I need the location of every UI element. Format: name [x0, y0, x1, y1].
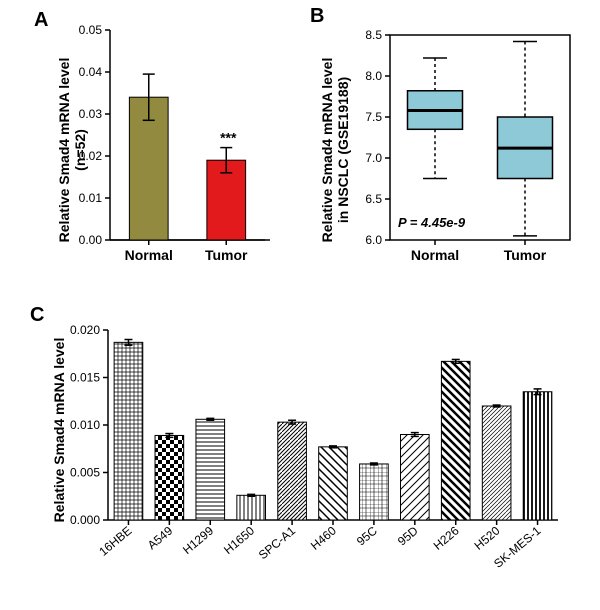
chart-b-ytick: 6.5: [365, 192, 382, 206]
chart-b-ytick: 6.0: [365, 233, 382, 247]
chart-a-ytick: 0.03: [79, 107, 103, 121]
chart-c-ytick: 0.010: [70, 418, 100, 432]
chart-b-ytick: 8.5: [365, 28, 382, 42]
chart-c-bar: [114, 342, 143, 520]
chart-b-ylabel1: Relative Smad4 mRNA level: [320, 58, 335, 243]
panel-a-label: A: [34, 9, 48, 32]
chart-a-ytick: 0.00: [79, 233, 103, 247]
chart-c-bar: [523, 392, 552, 520]
chart-c-ylabel: Relative Smad4 mRNA level: [51, 338, 67, 523]
chart-c-bar: [401, 435, 430, 521]
chart-c-ytick: 0.005: [70, 466, 100, 480]
chart-c-bar: [155, 435, 184, 520]
chart-b-xlabel: Tumor: [504, 247, 547, 263]
chart-a-svg: Relative Smad4 mRNA level (n=52) 0.000.0…: [55, 20, 275, 275]
chart-c-xlabel: 95C: [354, 523, 380, 548]
chart-b-ytick: 8.0: [365, 69, 382, 83]
chart-a-ytick: 0.04: [79, 65, 103, 79]
chart-c-xlabel: H1299: [180, 523, 216, 557]
chart-c-xlabel: H460: [308, 523, 339, 552]
chart-a-ytick: 0.05: [79, 23, 103, 37]
chart-c-xlabel: A549: [145, 523, 176, 552]
chart-c-ytick: 0.000: [70, 513, 100, 527]
chart-b-ylabel2: in NSCLC (GSE19188): [335, 77, 351, 223]
chart-c-bar: [319, 447, 348, 520]
chart-b-ytick: 7.5: [365, 110, 382, 124]
chart-a-ylabel1: Relative Smad4 mRNA level: [56, 58, 72, 243]
chart-a: Relative Smad4 mRNA level (n=52) 0.000.0…: [55, 20, 275, 275]
chart-c-xlabel: H226: [431, 523, 462, 552]
chart-c-bar: [441, 361, 470, 520]
chart-b-xlabel: Normal: [411, 247, 459, 263]
chart-c-bar: [196, 419, 225, 520]
panel-c-label: C: [30, 304, 44, 327]
chart-c-xlabel: H1650: [221, 523, 257, 557]
chart-a-ytick: 0.01: [79, 191, 103, 205]
chart-c-ytick: 0.015: [70, 371, 100, 385]
chart-b-svg: Relative Smad4 mRNA level in NSCLC (GSE1…: [320, 20, 580, 275]
chart-c-ytick: 0.020: [70, 323, 100, 337]
chart-a-xlabel: Tumor: [205, 247, 248, 263]
chart-c-bar: [482, 406, 511, 520]
chart-a-ytick: 0.02: [79, 149, 103, 163]
chart-b-pvalue: P = 4.45e-9: [398, 215, 466, 230]
chart-a-xlabel: Normal: [125, 247, 173, 263]
chart-c-bar: [360, 464, 389, 520]
chart-c-xlabel: SPC-A1: [256, 523, 298, 562]
chart-a-significance: ***: [220, 130, 237, 146]
chart-c-xlabel: 95D: [395, 523, 421, 548]
chart-c-xlabel: 16HBE: [96, 524, 134, 559]
chart-c-bar: [278, 422, 307, 520]
chart-c-bar: [237, 495, 266, 520]
chart-c-svg: Relative Smad4 mRNA level 0.000 0.005 0.01…: [50, 320, 580, 600]
chart-b: Relative Smad4 mRNA level in NSCLC (GSE1…: [320, 20, 580, 275]
chart-c: Relative Smad4 mRNA level 0.000 0.005 0.01…: [50, 320, 580, 600]
chart-c-xlabel: H520: [472, 523, 503, 552]
chart-b-ytick: 7.0: [365, 151, 382, 165]
